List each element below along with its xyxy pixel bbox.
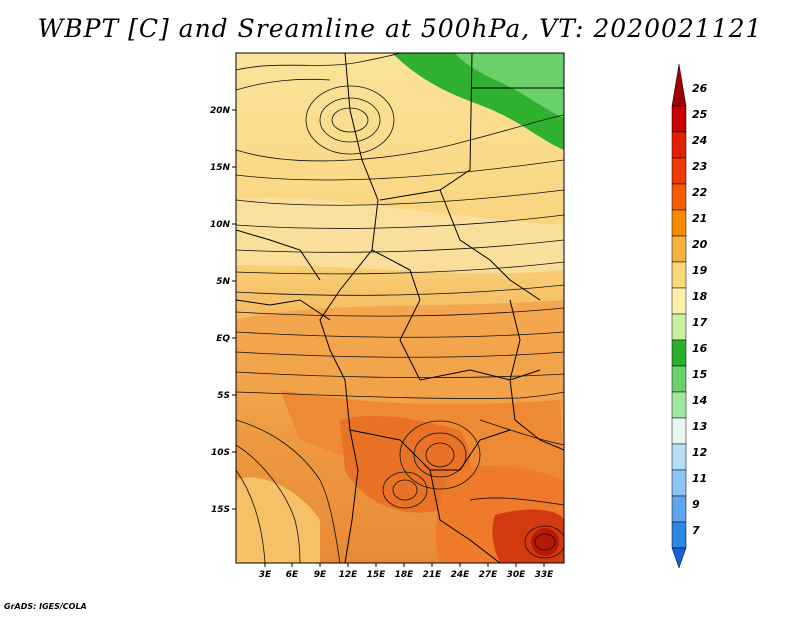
colorbar-swatch [671,443,687,471]
longitude-axis: 3E 6E 9E 12E 15E 18E 21E 24E 27E 30E 33E [259,563,554,580]
latitude-axis: 20N 15N 10N 5N EQ 5S 10S 15S [210,106,236,515]
colorbar-label: 24 [692,134,707,147]
colorbar-swatch [671,495,687,523]
lon-label: 33E [535,570,555,580]
colorbar-swatch [671,469,687,497]
colorbar-swatch [671,235,687,263]
colorbar-swatch [671,157,687,185]
colorbar-swatch [671,63,687,107]
colorbar-label: 7 [692,524,700,537]
lon-label: 24E [451,570,471,580]
colorbar-label: 22 [692,186,708,199]
lon-label: 30E [507,570,527,580]
colorbar-label: 26 [692,82,708,95]
lon-label: 3E [259,570,272,580]
colorbar-swatch [671,547,687,569]
lon-label: 21E [423,570,443,580]
lon-label: 6E [286,570,299,580]
colorbar-swatch [671,365,687,393]
colorbar-label: 15 [692,368,708,381]
colorbar-swatch [671,183,687,211]
colorbar-swatch [671,391,687,419]
colorbar-label: 18 [692,290,708,303]
grads-credit: GrADS: IGES/COLA [4,602,87,611]
colorbar-label: 11 [692,472,707,485]
colorbar-swatch [671,339,687,367]
lon-label: 9E [314,570,327,580]
lon-label: 12E [339,570,359,580]
lat-label: 15S [211,505,230,515]
colorbar-label: 23 [692,160,708,173]
map-title: WBPT [C] and Sreamline at 500hPa, VT: 20… [37,14,763,43]
lat-label: 10N [210,220,231,230]
colorbar-label: 16 [692,342,708,355]
colorbar-label: 13 [692,420,708,433]
colorbar-label: 9 [692,498,700,511]
colorbar-label: 20 [692,238,708,251]
colorbar-swatch [671,105,687,133]
colorbar-swatch [671,521,687,549]
colorbar-swatch [671,313,687,341]
colorbar-label: 19 [692,264,708,277]
lat-label: 5S [217,391,230,401]
wbpt-field [236,53,564,563]
colorbar: 26 25 24 23 22 21 20 19 18 17 16 15 14 1… [671,63,708,569]
colorbar-label: 21 [692,212,707,225]
colorbar-label: 14 [692,394,707,407]
colorbar-swatch [671,209,687,237]
lat-label: EQ [216,334,230,344]
colorbar-label: 17 [692,316,708,329]
lon-label: 27E [479,570,499,580]
colorbar-swatch [671,417,687,445]
colorbar-label: 12 [692,446,708,459]
colorbar-swatch [671,131,687,159]
lat-label: 20N [210,106,231,116]
colorbar-swatch [671,287,687,315]
lat-label: 15N [210,163,231,173]
lon-label: 18E [395,570,415,580]
country-borders [236,53,564,563]
colorbar-label: 25 [692,108,708,121]
lat-label: 5N [216,277,230,287]
colorbar-swatch [671,261,687,289]
lat-label: 10S [211,448,230,458]
lon-label: 15E [367,570,387,580]
